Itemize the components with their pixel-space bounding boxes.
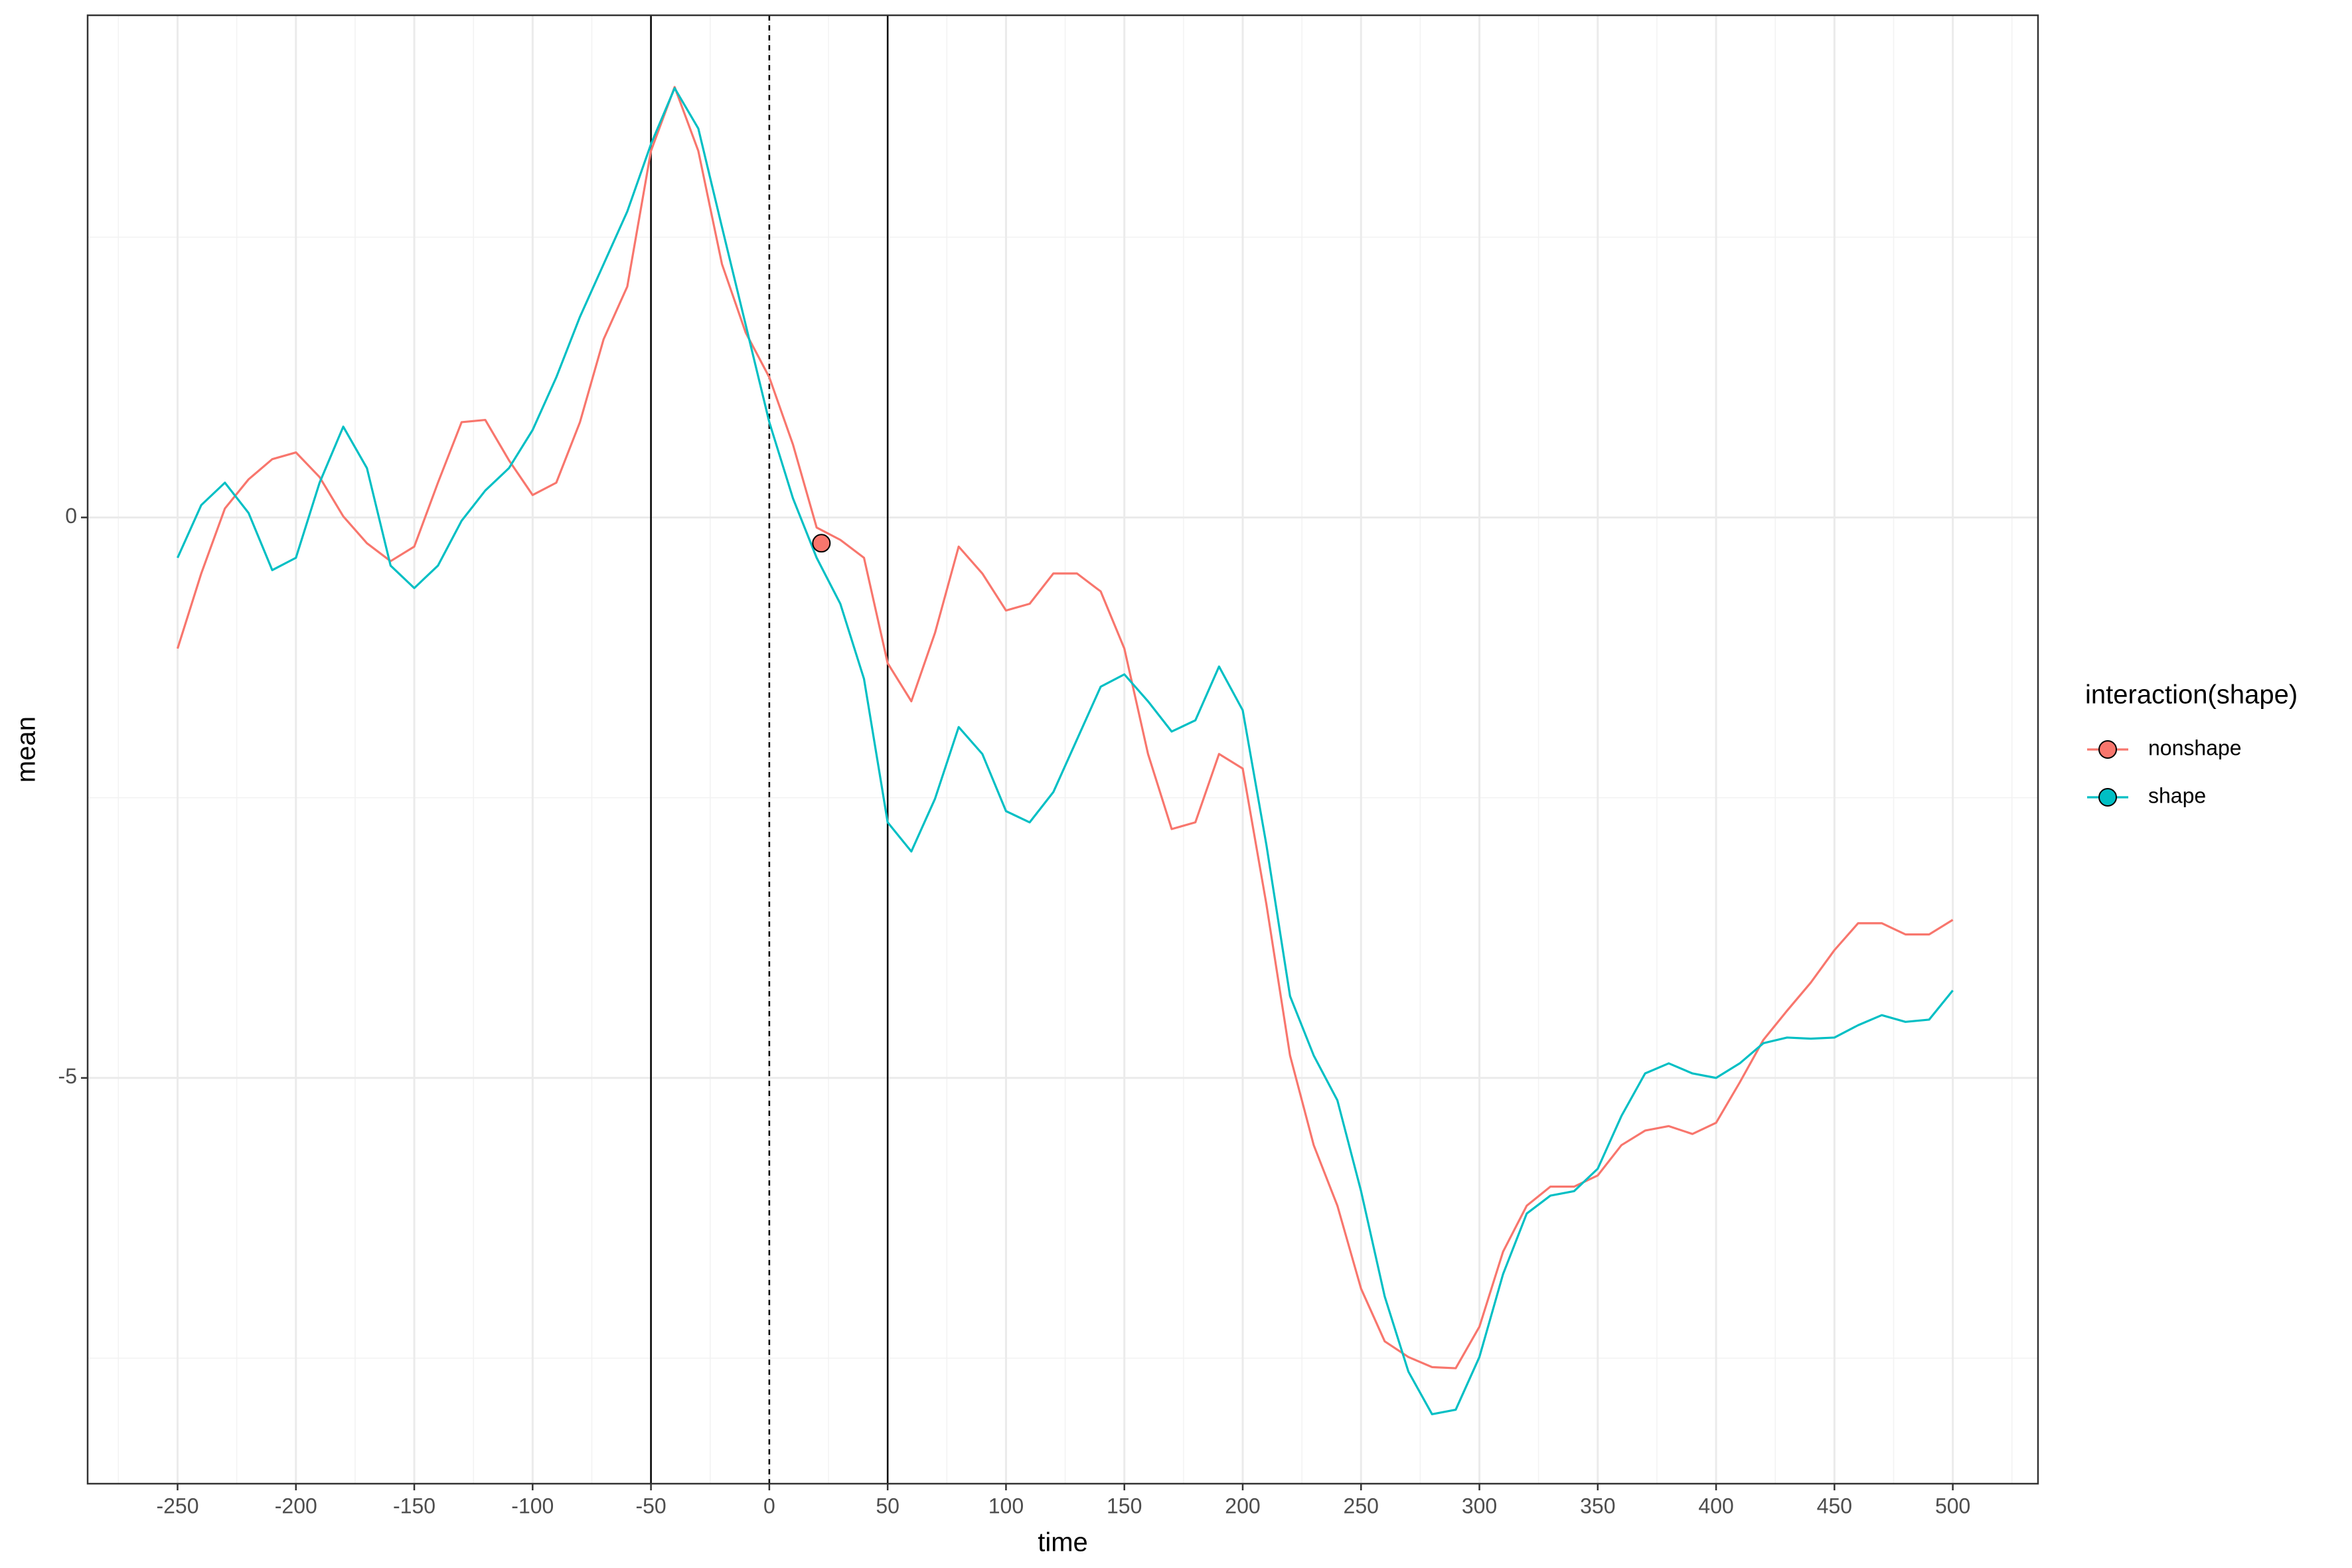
x-tick-label: -250 bbox=[156, 1494, 198, 1518]
grid bbox=[88, 15, 2038, 1484]
x-tick-label: -50 bbox=[635, 1494, 666, 1518]
legend-label: nonshape bbox=[2148, 736, 2242, 759]
x-tick-label: 500 bbox=[1935, 1494, 1970, 1518]
legend-key-point bbox=[2098, 788, 2117, 807]
x-axis-title: time bbox=[1038, 1528, 1088, 1557]
x-tick-label: 200 bbox=[1225, 1494, 1260, 1518]
panel-border bbox=[86, 14, 2039, 1485]
x-tick-label: 100 bbox=[988, 1494, 1024, 1518]
x-tick-label: -150 bbox=[393, 1494, 435, 1518]
y-axis-title: mean bbox=[12, 716, 41, 783]
series-line bbox=[177, 87, 1954, 1415]
x-tick-label: 350 bbox=[1580, 1494, 1615, 1518]
x-tick-label: -200 bbox=[275, 1494, 317, 1518]
y-tick-label: -5 bbox=[58, 1064, 77, 1088]
legend-title: interaction(shape) bbox=[2085, 680, 2298, 710]
x-tick-label: 400 bbox=[1698, 1494, 1733, 1518]
x-tick-label: 250 bbox=[1344, 1494, 1379, 1518]
x-tick-label: 150 bbox=[1107, 1494, 1142, 1518]
y-tick-label: 0 bbox=[65, 504, 77, 528]
highlight-point bbox=[812, 534, 831, 553]
series-line bbox=[176, 86, 1954, 1370]
legend-key-point bbox=[2098, 740, 2117, 759]
x-tick-label: 300 bbox=[1462, 1494, 1497, 1518]
x-tick-label: 50 bbox=[876, 1494, 900, 1518]
legend-label: shape bbox=[2148, 783, 2206, 807]
x-tick-label: -100 bbox=[511, 1494, 554, 1518]
x-tick-label: 0 bbox=[763, 1494, 775, 1518]
x-tick-label: 450 bbox=[1817, 1494, 1852, 1518]
